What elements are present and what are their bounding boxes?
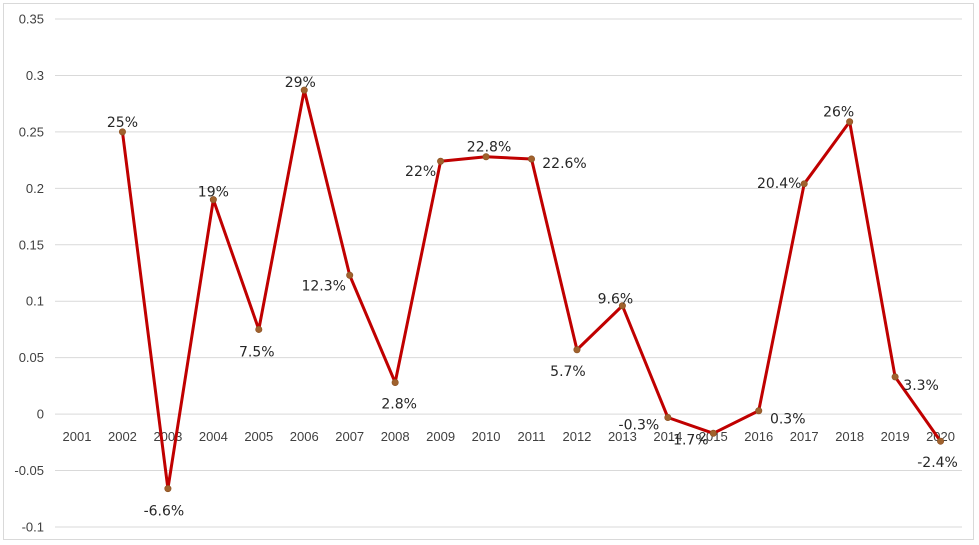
data-label: -1.7%: [668, 432, 709, 448]
data-point: [118, 128, 126, 136]
x-tick-label: 2009: [426, 429, 455, 444]
data-label: 5.7%: [550, 364, 586, 380]
x-tick-label: 2019: [881, 429, 910, 444]
x-tick-label: 2006: [290, 429, 319, 444]
y-tick-label: 0: [37, 407, 44, 422]
data-label: -2.4%: [917, 455, 958, 471]
data-point: [755, 407, 763, 415]
x-tick-label: 2018: [835, 429, 864, 444]
x-tick-label: 2001: [63, 429, 92, 444]
data-point: [527, 155, 535, 163]
x-tick-label: 2014: [653, 429, 682, 444]
data-label: 12.3%: [301, 278, 345, 294]
x-tick-label: 2002: [108, 429, 137, 444]
data-point: [618, 302, 626, 310]
data-point: [391, 379, 399, 387]
data-point: [664, 413, 672, 421]
y-tick-label: 0.2: [26, 181, 44, 196]
x-tick-label: 2017: [790, 429, 819, 444]
data-labels: 25% -6.6% 19% 7.5% 29% 12.3% 2.8% 22% 22.8% 22.6%…: [107, 75, 958, 519]
data-point: [800, 180, 808, 188]
data-point: [346, 271, 354, 279]
data-point: [846, 118, 854, 126]
x-tick-label: 2011: [518, 429, 546, 444]
chart-frame: [3, 3, 974, 540]
data-label: 20.4%: [757, 176, 801, 192]
data-point: [891, 373, 899, 381]
x-tick-label: 2007: [335, 429, 364, 444]
data-label: 2.8%: [381, 397, 417, 413]
data-label: 22.8%: [467, 140, 511, 156]
data-label: 22%: [405, 164, 436, 180]
data-point: [573, 346, 581, 354]
data-label: 9.6%: [598, 292, 634, 308]
data-point: [937, 437, 945, 445]
data-label: 7.5%: [239, 344, 275, 360]
x-tick-label: 2008: [381, 429, 410, 444]
x-tick-label: 2016: [744, 429, 773, 444]
data-point: [482, 153, 490, 161]
y-tick-label: 0.25: [19, 124, 44, 139]
data-label: 25%: [107, 115, 138, 131]
data-point: [300, 86, 308, 94]
data-label: 29%: [285, 75, 316, 91]
data-label: 26%: [823, 105, 854, 121]
y-tick-label: 0.3: [26, 68, 44, 83]
y-tick-label: -0.05: [14, 463, 44, 478]
data-label: 0.3%: [770, 412, 806, 428]
y-tick-label: -0.1: [22, 520, 44, 535]
x-tick-label: 2005: [244, 429, 273, 444]
data-label: -6.6%: [144, 504, 185, 520]
data-point: [209, 196, 217, 204]
x-tick-label: 2013: [608, 429, 637, 444]
data-point: [164, 485, 172, 493]
x-tick-label: 2012: [562, 429, 591, 444]
y-tick-label: 0.15: [19, 237, 44, 252]
gridlines: [55, 18, 962, 528]
data-label: -0.3%: [619, 417, 660, 433]
data-point: [437, 157, 445, 165]
x-axis-ticks: 2001 2002 2003 2004 2005 2006 2007 2008 2009 2010…: [63, 429, 955, 444]
data-point: [709, 429, 717, 437]
data-label: 22.6%: [542, 156, 586, 172]
y-tick-label: 0.05: [19, 350, 44, 365]
y-tick-label: 0.1: [26, 294, 44, 309]
x-tick-label: 2010: [472, 429, 501, 444]
y-axis-ticks: -0.1 -0.05 0 0.05 0.1 0.15 0.2 0.25 0.3 0.35: [14, 12, 44, 535]
y-tick-label: 0.35: [19, 12, 44, 27]
series-markers: [118, 86, 945, 493]
x-tick-label: 2004: [199, 429, 228, 444]
data-label: 19%: [198, 185, 229, 201]
data-label: 3.3%: [903, 378, 939, 394]
data-point: [255, 325, 263, 333]
